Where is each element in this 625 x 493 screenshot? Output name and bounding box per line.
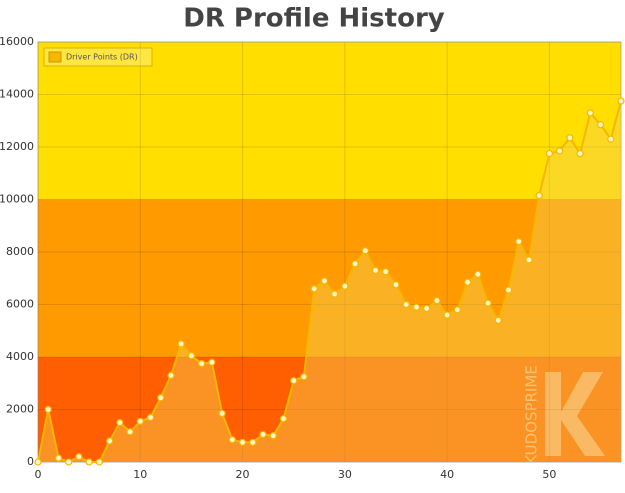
point — [269, 432, 277, 440]
point — [361, 247, 369, 255]
point — [300, 373, 308, 381]
point — [228, 436, 236, 444]
point — [65, 458, 73, 466]
y-tick-label: 12000 — [0, 140, 34, 153]
legend-box — [43, 47, 153, 67]
chart-title: DR Profile History — [183, 4, 445, 34]
point — [423, 304, 431, 313]
point — [95, 458, 103, 466]
watermark: KUDOSPRIME — [523, 365, 541, 465]
point — [504, 286, 513, 294]
x-tick-label: 30 — [338, 468, 352, 481]
point — [596, 121, 605, 129]
point — [535, 191, 543, 200]
point — [75, 453, 83, 461]
y-tick-label: 6000 — [6, 298, 34, 311]
x-tick-label: 10 — [133, 468, 147, 481]
x-tick-label: 40 — [440, 468, 454, 481]
point — [44, 405, 52, 414]
watermark-logo — [545, 372, 605, 456]
point — [105, 437, 114, 445]
point — [34, 458, 42, 466]
y-tick-label: 10000 — [0, 193, 34, 206]
point — [402, 300, 410, 309]
band — [38, 199, 621, 357]
band — [38, 42, 621, 200]
point — [494, 316, 502, 324]
point — [218, 409, 226, 418]
point — [54, 454, 63, 462]
legend-label: Driver Points (DR) — [66, 53, 138, 62]
point — [136, 417, 144, 425]
point — [198, 359, 206, 368]
point — [279, 415, 288, 423]
point — [566, 134, 574, 142]
x-tick-label: 20 — [236, 468, 250, 481]
point — [453, 306, 461, 314]
point — [167, 371, 175, 379]
y-tick-label: 4000 — [6, 350, 34, 363]
point — [525, 256, 533, 264]
point — [85, 458, 93, 466]
legend-swatch — [48, 51, 62, 63]
point — [320, 277, 328, 285]
area — [38, 101, 621, 462]
point — [443, 311, 451, 319]
point — [341, 282, 349, 290]
point — [382, 268, 390, 276]
point — [545, 149, 554, 158]
point — [177, 340, 185, 348]
point — [412, 303, 421, 311]
point — [290, 377, 298, 385]
point — [259, 430, 267, 439]
point — [433, 296, 441, 305]
point — [371, 266, 380, 274]
y-tick-label: 0 — [27, 455, 34, 468]
x-tick-label: 50 — [542, 468, 556, 481]
point — [146, 413, 155, 421]
y-tick-label: 14000 — [0, 88, 34, 101]
plot-border — [37, 41, 622, 463]
band — [38, 357, 621, 462]
point — [157, 394, 165, 402]
point — [576, 149, 584, 158]
point — [116, 419, 124, 427]
point — [556, 147, 564, 155]
point — [617, 97, 625, 105]
y-tick-label: 8000 — [6, 245, 34, 258]
point — [392, 281, 400, 289]
point — [463, 278, 472, 286]
line — [37, 100, 622, 464]
y-tick-label: 16000 — [0, 35, 34, 48]
point — [331, 290, 339, 298]
point — [607, 135, 615, 143]
point — [310, 285, 318, 293]
point — [586, 109, 594, 117]
point — [187, 352, 196, 360]
point — [238, 438, 247, 446]
point — [208, 358, 216, 366]
point — [126, 428, 134, 436]
point — [351, 260, 359, 268]
point — [484, 299, 492, 307]
point — [515, 237, 523, 246]
y-tick-label: 2000 — [6, 403, 34, 416]
x-tick-label: 0 — [35, 468, 42, 481]
point — [249, 438, 257, 446]
point — [474, 270, 482, 278]
